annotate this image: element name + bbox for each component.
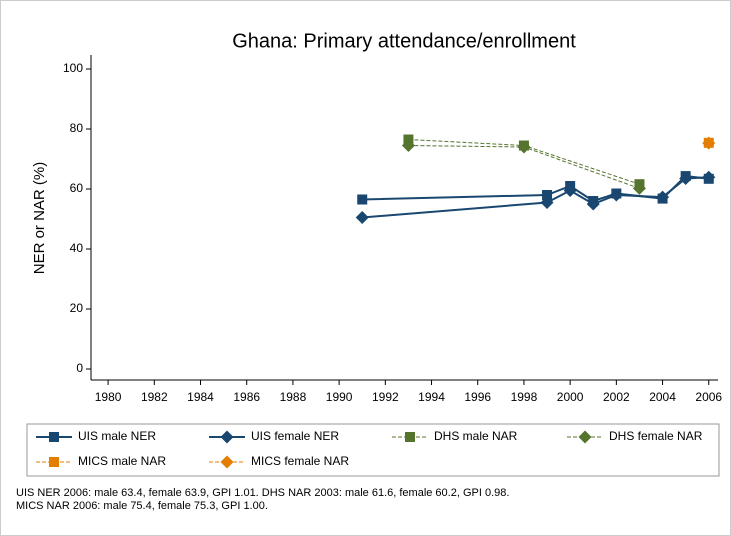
y-tick-label: 80 (70, 121, 84, 135)
x-tick-label: 1988 (280, 390, 307, 404)
legend-marker (220, 430, 234, 444)
marker (702, 170, 716, 184)
legend-marker (49, 457, 59, 467)
legend-label: DHS female NAR (609, 429, 703, 443)
marker (540, 196, 554, 210)
marker (632, 181, 646, 195)
x-tick-label: 2004 (649, 390, 676, 404)
legend-label: MICS male NAR (78, 454, 166, 468)
y-tick-label: 0 (76, 361, 83, 375)
legend-marker (49, 432, 59, 442)
marker (355, 211, 369, 224)
legend-label: UIS female NER (251, 429, 339, 443)
x-tick-label: 1982 (141, 390, 168, 404)
legend-label: UIS male NER (78, 429, 156, 443)
note: MICS NAR 2006: male 75.4, female 75.3, G… (16, 500, 268, 512)
x-tick-label: 1984 (187, 390, 214, 404)
y-tick-label: 100 (63, 61, 83, 75)
legend-label: DHS male NAR (434, 429, 518, 443)
x-tick-label: 1980 (95, 390, 122, 404)
legend-marker (578, 430, 592, 444)
marker (401, 139, 415, 153)
chart-title: Ghana: Primary attendance/enrollment (232, 30, 576, 52)
marker (517, 140, 531, 154)
y-axis-title: NER or NAR (%) (31, 162, 48, 275)
x-tick-label: 2006 (695, 390, 722, 404)
note: UIS NER 2006: male 63.4, female 63.9, GP… (16, 487, 509, 499)
x-tick-label: 1998 (511, 390, 538, 404)
marker (679, 172, 693, 186)
legend-marker (220, 455, 234, 469)
x-tick-label: 2000 (557, 390, 584, 404)
x-tick-label: 1994 (418, 390, 445, 404)
y-tick-label: 40 (70, 241, 84, 255)
x-tick-label: 1996 (464, 390, 491, 404)
y-tick-label: 20 (70, 301, 84, 315)
marker (702, 136, 716, 150)
marker (357, 194, 368, 205)
marker (656, 190, 670, 204)
y-tick-label: 60 (70, 181, 84, 195)
x-tick-label: 1986 (233, 390, 260, 404)
marker (609, 188, 623, 202)
legend-box (26, 423, 720, 477)
marker (542, 190, 553, 201)
x-tick-label: 1992 (372, 390, 399, 404)
x-tick-label: 1990 (326, 390, 353, 404)
marker (563, 184, 577, 198)
legend-label: MICS female NAR (251, 454, 349, 468)
marker (586, 197, 600, 211)
x-tick-label: 2002 (603, 390, 630, 404)
legend-marker (405, 432, 415, 442)
